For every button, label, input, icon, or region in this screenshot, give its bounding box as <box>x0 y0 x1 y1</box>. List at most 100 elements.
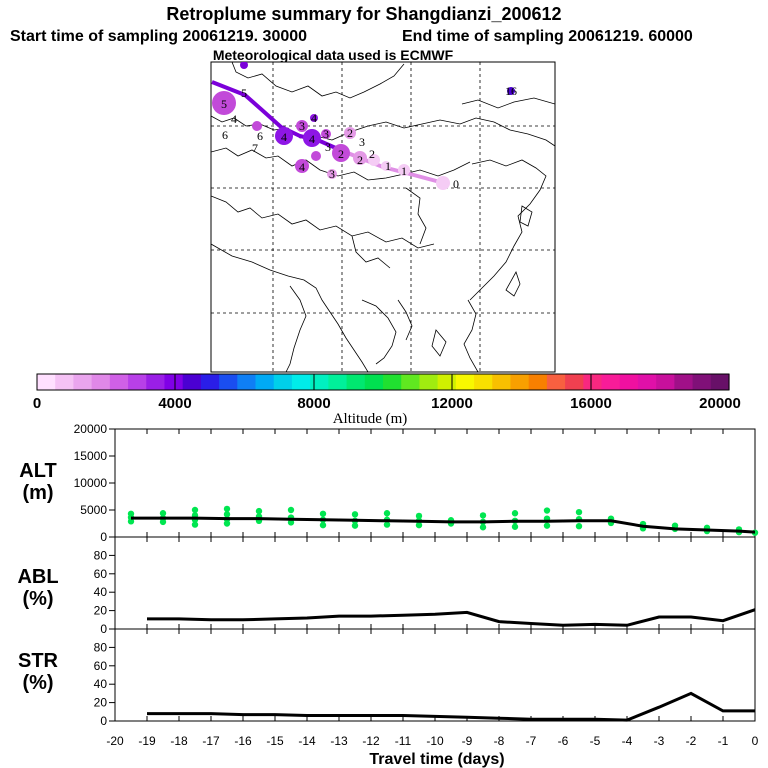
colorbar-tick: 8000 <box>297 395 330 412</box>
str-panel-label: STR (%) <box>18 650 59 694</box>
alt-particle-point <box>127 510 135 517</box>
y-tick-label: 80 <box>94 548 108 562</box>
cluster-circle <box>310 114 318 122</box>
colorbar-segment <box>656 374 675 390</box>
cluster-circle <box>295 159 309 173</box>
map-label: 2 <box>347 126 353 140</box>
colorbar-segment <box>692 374 712 390</box>
map-label: 6 <box>257 129 263 143</box>
alt-particle-point <box>351 522 359 529</box>
cluster-circle <box>252 121 262 131</box>
abl-y-ticks: 0 20 40 60 80 <box>94 548 115 636</box>
coastlines <box>211 62 555 372</box>
map-label: 3 <box>323 127 329 141</box>
x-tick-label: -5 <box>590 734 601 748</box>
met-data-label: Meteorological data used is ECMWF <box>213 47 454 63</box>
colorbar-segment <box>91 374 111 390</box>
alt-particle-points <box>127 505 759 536</box>
x-tick-label: -13 <box>330 734 348 748</box>
cluster-circle <box>311 151 321 161</box>
colorbar-segment <box>455 374 475 390</box>
colorbar-segment <box>328 374 348 390</box>
colorbar-tick: 16000 <box>570 395 612 412</box>
colorbar-segment <box>364 374 384 390</box>
colorbar-segment <box>73 374 93 390</box>
x-axis-label: Travel time (days) <box>369 751 504 768</box>
cluster-circle <box>381 161 391 171</box>
colorbar-segment <box>710 374 730 390</box>
colorbar-segment <box>109 374 129 390</box>
altitude-colorbar: 0 4000 8000 12000 16000 20000 Altitude (… <box>33 373 741 427</box>
cluster-circle <box>212 91 236 115</box>
alt-particle-point <box>159 510 167 517</box>
map-label: 4 <box>299 160 305 174</box>
colorbar-segment <box>510 374 530 390</box>
time-series-panels: ALT (m) ABL (%) STR (%) 0500010000150002000… <box>17 422 758 768</box>
x-tick-label: -6 <box>558 734 569 748</box>
x-tick-label: -9 <box>462 734 473 748</box>
colorbar-segment <box>310 374 329 390</box>
alt-particle-point <box>351 511 359 518</box>
colorbar-segment <box>273 374 293 390</box>
alt-particle-point <box>543 522 551 529</box>
abl-panel-label: ABL (%) <box>17 566 58 610</box>
colorbar-tick: 4000 <box>158 395 191 412</box>
x-tick-label: -16 <box>234 734 252 748</box>
colorbar-segment <box>255 374 275 390</box>
cluster-circle <box>436 176 450 190</box>
alt-particle-point <box>255 507 263 515</box>
x-tick-label: 0 <box>752 734 759 748</box>
map-label: 7 <box>252 141 258 155</box>
colorbar-segment <box>674 374 694 390</box>
map-label: 1 <box>385 159 391 173</box>
map-label: 5 <box>221 97 227 111</box>
cluster-circle <box>327 169 337 179</box>
colorbar-segment <box>419 374 439 390</box>
x-tick-label: -15 <box>266 734 284 748</box>
str-line <box>147 691 755 722</box>
y-tick-label: 60 <box>94 567 108 581</box>
y-tick-label: 40 <box>94 677 108 691</box>
alt-particle-point <box>511 510 519 517</box>
map-grid <box>211 62 555 372</box>
colorbar-segment <box>528 374 548 390</box>
alt-particle-point <box>223 511 231 518</box>
x-tick-label: -19 <box>138 734 156 748</box>
x-tick-label: -1 <box>718 734 729 748</box>
alt-particle-point <box>511 523 519 530</box>
alt-particle-point <box>543 507 551 514</box>
colorbar-segment <box>346 374 366 390</box>
colorbar-tick: 20000 <box>699 395 741 412</box>
colorbar-segment <box>383 374 402 390</box>
trajectory-map: 5 5 4 16 6 6 7 3 4 4 4 3 2 3 2 3 4 2 2 3 <box>210 61 556 373</box>
x-tick-label: -20 <box>106 734 124 748</box>
colorbar-segment <box>565 374 584 390</box>
alt-particle-point <box>223 505 231 513</box>
alt-particle-point <box>191 521 199 528</box>
cluster-circle <box>332 144 350 162</box>
map-label: 3 <box>325 140 331 154</box>
alt-particle-point <box>479 524 487 531</box>
map-label: 6 <box>222 128 228 142</box>
map-label: 3 <box>299 119 305 133</box>
x-tick-label: -4 <box>622 734 633 748</box>
trajectory-clusters <box>212 62 515 190</box>
map-label: 3 <box>329 167 335 181</box>
colorbar-tick: 0 <box>33 395 41 412</box>
colorbar-segment <box>619 374 639 390</box>
alt-particle-point <box>319 521 327 529</box>
x-tick-label: -18 <box>170 734 188 748</box>
colorbar-label: Altitude (m) <box>333 411 408 427</box>
colorbar-segment <box>237 374 257 390</box>
colorbar-segment <box>583 374 603 390</box>
colorbar-segment <box>291 374 311 390</box>
cluster-circle <box>275 127 293 145</box>
alt-particle-point <box>575 508 583 516</box>
alt-mean-line <box>131 516 756 534</box>
map-day-labels: 5 5 4 16 6 6 7 3 4 4 4 3 2 3 2 3 4 2 2 3 <box>221 84 517 191</box>
cluster-circle <box>321 129 331 139</box>
colorbar-segments <box>37 374 730 390</box>
y-tick-label: 20 <box>94 604 108 618</box>
colorbar-segment <box>146 374 166 390</box>
y-tick-label: 5000 <box>80 503 107 517</box>
